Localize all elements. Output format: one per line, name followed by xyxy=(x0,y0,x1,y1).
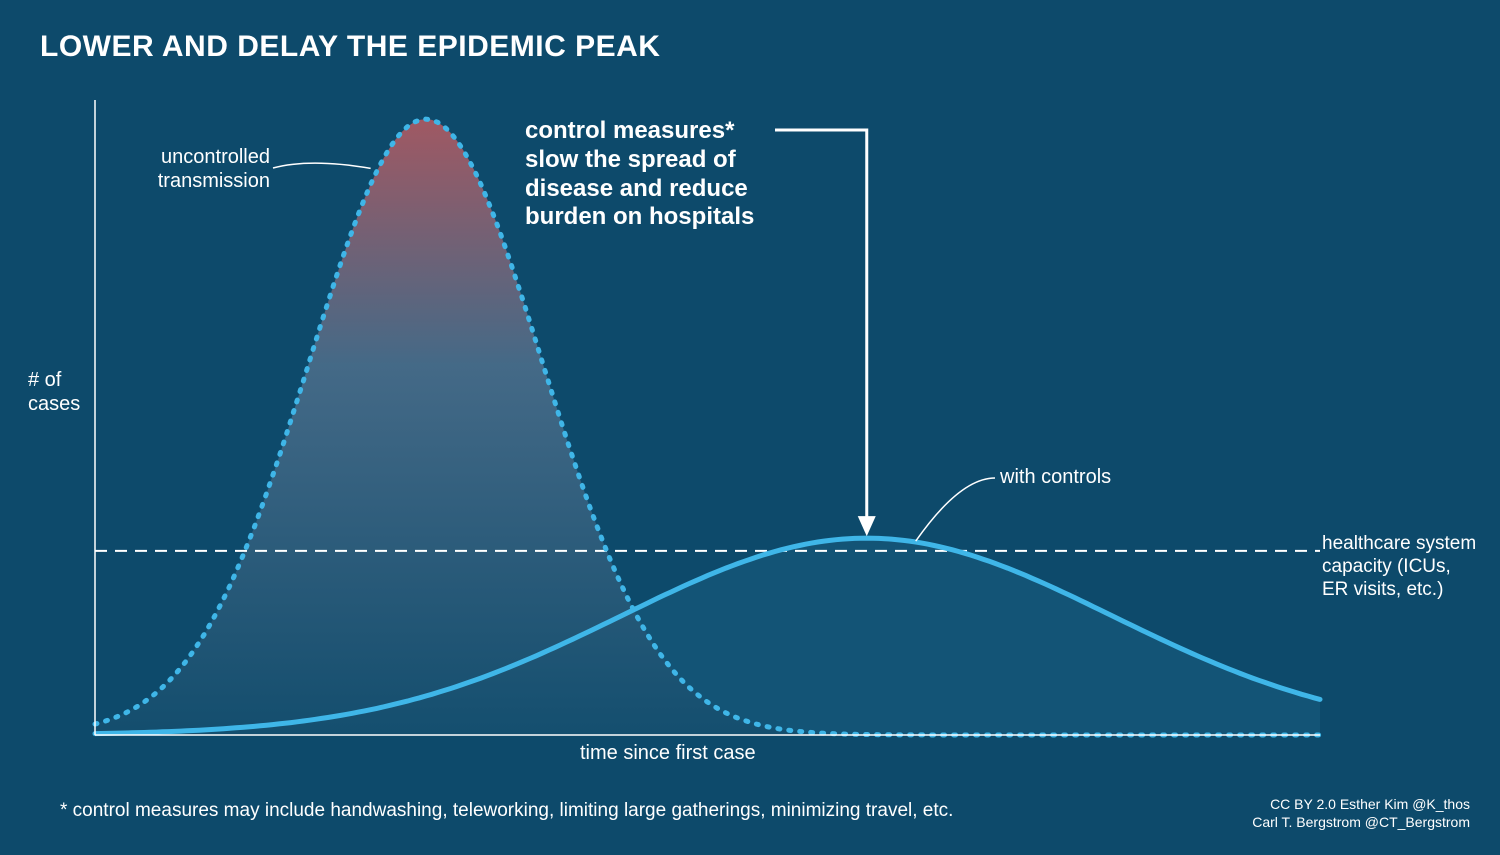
uncontrolled-label: uncontrolled transmission xyxy=(140,145,270,193)
y-axis-label-l2: cases xyxy=(28,393,80,415)
center-arrow-head-icon xyxy=(858,516,876,536)
y-axis-label: # of cases xyxy=(28,368,80,416)
center-l4: burden on hospitals xyxy=(525,203,754,230)
footnote: * control measures may include handwashi… xyxy=(60,800,953,822)
center-l1: control measures* xyxy=(525,117,734,144)
uncontrolled-l2: transmission xyxy=(158,170,270,192)
center-l3: disease and reduce xyxy=(525,175,748,202)
y-axis-label-l1: # of xyxy=(28,369,61,391)
center-annotation: control measures* slow the spread of dis… xyxy=(525,117,754,232)
x-axis-label: time since first case xyxy=(580,742,756,765)
uncontrolled-l1: uncontrolled xyxy=(161,146,270,168)
infographic-root: LOWER AND DELAY THE EPIDEMIC PEAK # of c… xyxy=(0,0,1500,855)
capacity-l1: healthcare system xyxy=(1322,533,1476,554)
capacity-l2: capacity (ICUs, xyxy=(1322,556,1451,577)
credits-l2: Carl T. Bergstrom @CT_Bergstrom xyxy=(1252,814,1470,830)
center-arrow-line xyxy=(775,130,867,520)
capacity-label: healthcare system capacity (ICUs, ER vis… xyxy=(1322,533,1476,601)
controlled-label: with controls xyxy=(1000,465,1111,489)
uncontrolled-leader xyxy=(273,163,371,168)
center-l2: slow the spread of xyxy=(525,146,736,173)
controlled-leader xyxy=(916,478,995,541)
credits: CC BY 2.0 Esther Kim @K_thos Carl T. Ber… xyxy=(1252,795,1470,831)
credits-l1: CC BY 2.0 Esther Kim @K_thos xyxy=(1270,796,1470,812)
capacity-l3: ER visits, etc.) xyxy=(1322,579,1443,600)
